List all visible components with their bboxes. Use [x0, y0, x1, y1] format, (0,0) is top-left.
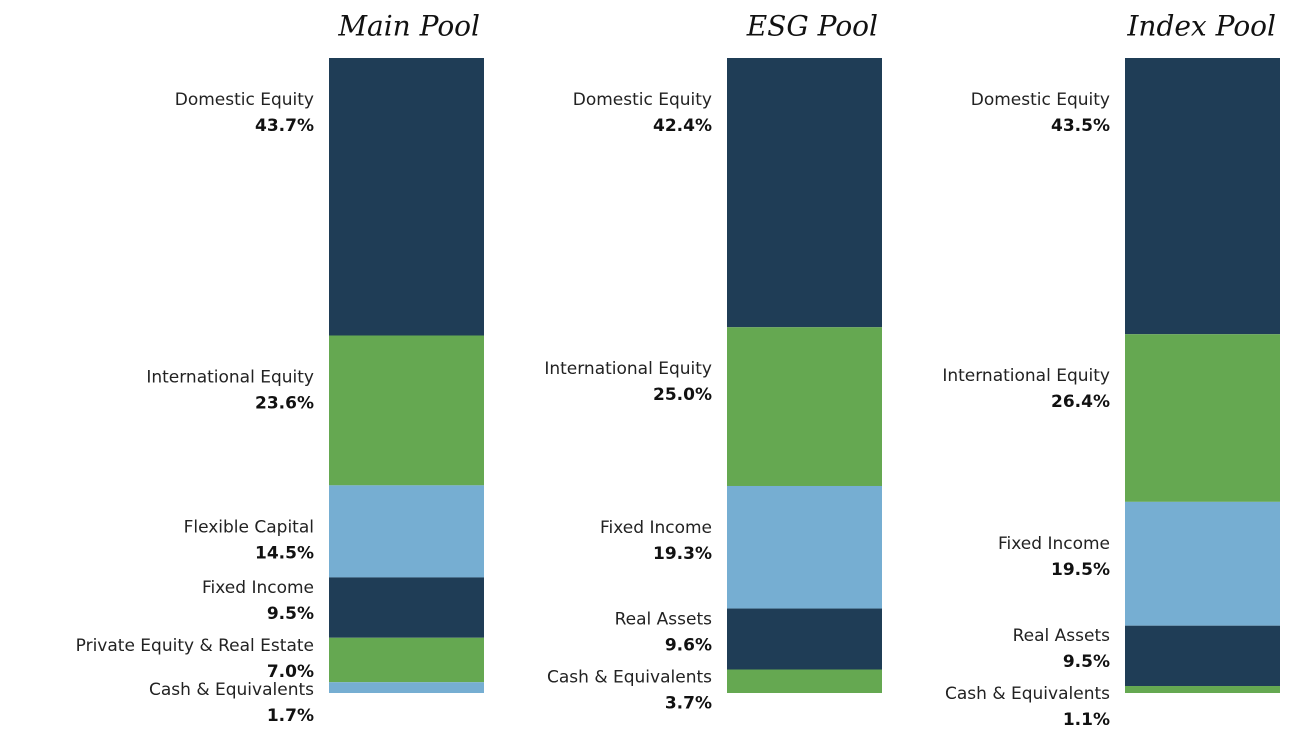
segment-value: 43.5% — [1051, 116, 1110, 136]
segment-value: 1.7% — [267, 706, 314, 726]
bar-segment — [1125, 625, 1280, 687]
segment-value: 3.7% — [665, 694, 712, 714]
segment-value: 19.5% — [1051, 560, 1110, 580]
pool-title: Index Pool — [1126, 10, 1276, 43]
bar-segment — [329, 485, 484, 578]
segment-label: Cash & Equivalents — [945, 684, 1110, 704]
segment-label: International Equity — [146, 367, 314, 387]
segment-label: Fixed Income — [998, 534, 1110, 554]
segment-value: 26.4% — [1051, 392, 1110, 412]
bar-segment — [1125, 58, 1280, 335]
pool-title: ESG Pool — [746, 10, 878, 43]
bar-segment — [1125, 501, 1280, 626]
segment-label: Private Equity & Real Estate — [76, 636, 314, 656]
segment-label: International Equity — [942, 366, 1110, 386]
segment-label: Fixed Income — [600, 518, 712, 538]
bar-segment — [727, 58, 882, 328]
segment-label: Domestic Equity — [971, 90, 1110, 110]
segment-label: Real Assets — [615, 610, 713, 630]
pool-title: Main Pool — [337, 10, 480, 43]
bar-segment — [329, 637, 484, 683]
segment-label: Cash & Equivalents — [547, 668, 712, 688]
bar-segment — [727, 485, 882, 609]
bar-segment — [329, 58, 484, 336]
segment-value: 14.5% — [255, 543, 314, 563]
segment-label: Domestic Equity — [175, 90, 314, 110]
bar-segment — [1125, 334, 1280, 502]
segment-value: 1.1% — [1063, 710, 1110, 726]
bar-segment — [329, 682, 484, 693]
bar-segment — [329, 577, 484, 638]
bar-segment — [329, 335, 484, 486]
segment-value: 9.5% — [1063, 652, 1110, 672]
bar-segment — [727, 669, 882, 693]
segment-label: Domestic Equity — [573, 90, 712, 110]
bar-segment — [727, 608, 882, 670]
segment-label: International Equity — [544, 359, 712, 379]
segment-value: 9.5% — [267, 604, 314, 624]
segment-value: 9.6% — [665, 636, 712, 656]
segment-label: Real Assets — [1013, 626, 1111, 646]
segment-value: 25.0% — [653, 385, 712, 405]
bar-segment — [727, 327, 882, 486]
bar-segment — [1125, 686, 1280, 693]
segment-value: 23.6% — [255, 393, 314, 413]
segment-value: 19.3% — [653, 544, 712, 564]
segment-label: Fixed Income — [202, 578, 314, 598]
segment-value: 42.4% — [653, 116, 712, 136]
segment-value: 7.0% — [267, 662, 314, 682]
segment-label: Flexible Capital — [184, 517, 314, 537]
segment-label: Cash & Equivalents — [149, 680, 314, 700]
segment-value: 43.7% — [255, 116, 314, 136]
